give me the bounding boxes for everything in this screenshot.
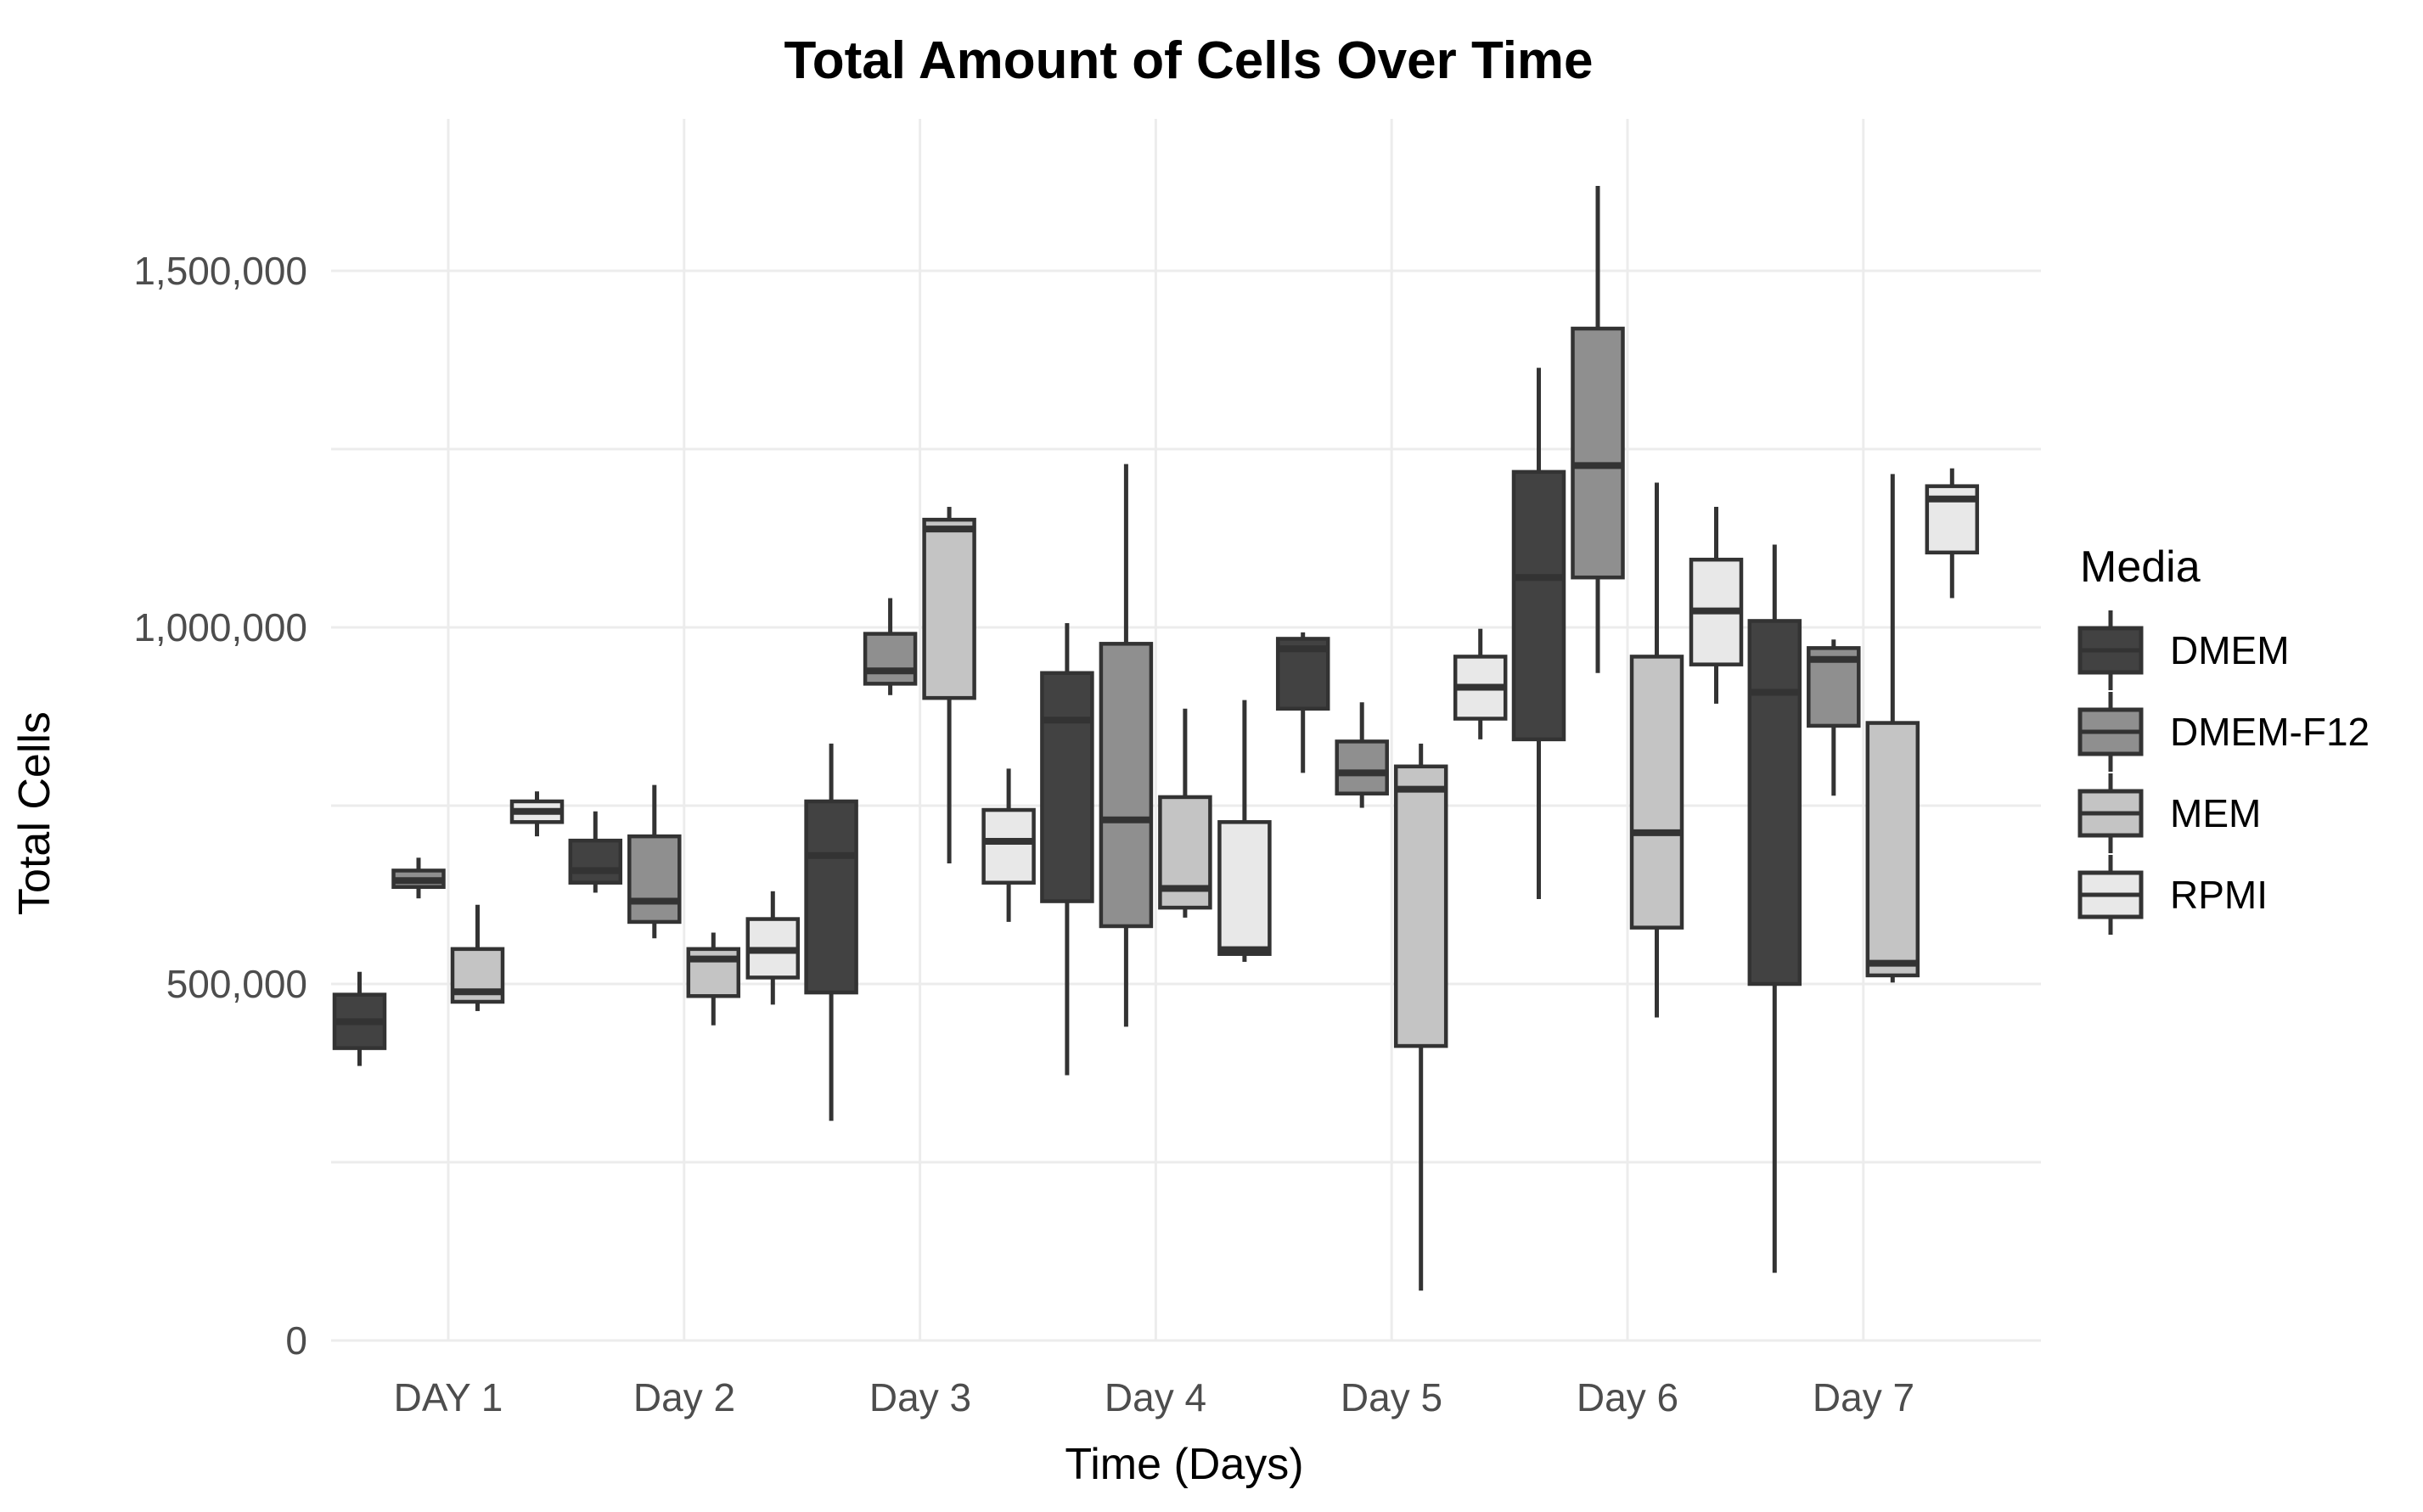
- box: [804, 799, 858, 995]
- y-axis-title: Total Cells: [10, 711, 59, 915]
- y-tick-label: 0: [285, 1318, 307, 1363]
- x-tick-label: DAY 1: [394, 1375, 503, 1419]
- box: [627, 834, 682, 925]
- series-dmem-f12: [391, 186, 1861, 1027]
- legend-item-rpmi: RPMI: [2077, 855, 2268, 935]
- series-dmem: [332, 368, 1802, 1273]
- box: [1217, 820, 1272, 956]
- x-tick-label: Day 3: [869, 1375, 971, 1419]
- x-tick-label: Day 7: [1813, 1375, 1914, 1419]
- y-axis-tick-labels: 0 500,000 1,000,000 1,500,000: [133, 249, 307, 1363]
- box: [981, 807, 1036, 885]
- box: [1040, 671, 1094, 903]
- box: [1865, 721, 1920, 978]
- legend-item-label: MEM: [2170, 791, 2261, 835]
- legend-item-mem: MEM: [2077, 773, 2261, 853]
- x-tick-label: Day 2: [633, 1375, 735, 1419]
- legend-item-dmem: DMEM: [2077, 610, 2290, 690]
- box: [1571, 326, 1625, 580]
- box: [1335, 739, 1389, 795]
- x-axis-title: Time (Days): [1065, 1440, 1303, 1489]
- y-tick-label: 500,000: [166, 962, 307, 1006]
- legend-item-dmem-f12: DMEM-F12: [2077, 692, 2370, 772]
- x-tick-label: Day 5: [1341, 1375, 1442, 1419]
- box: [1393, 764, 1448, 1048]
- gridlines: [331, 119, 2041, 1342]
- box: [1099, 642, 1154, 929]
- box: [1629, 655, 1684, 930]
- y-tick-label: 1,000,000: [133, 605, 307, 649]
- x-tick-label: Day 4: [1105, 1375, 1206, 1419]
- box: [863, 632, 918, 686]
- x-tick-label: Day 6: [1577, 1375, 1678, 1419]
- legend-title: Media: [2080, 542, 2201, 592]
- series-rpmi: [509, 468, 1980, 1005]
- y-tick-label: 1,500,000: [133, 249, 307, 293]
- x-axis-tick-labels: DAY 1 Day 2 Day 3 Day 4 Day 5 Day 6 Day …: [394, 1375, 1914, 1419]
- boxplot-layer: [332, 186, 1980, 1291]
- box: [922, 517, 976, 700]
- series-mem: [450, 474, 1920, 1291]
- legend-item-label: DMEM-F12: [2170, 710, 2370, 754]
- box: [1511, 469, 1566, 742]
- legend: Media DMEM DMEM-F12 MEM: [2077, 542, 2370, 935]
- box: [1747, 619, 1802, 986]
- box: [568, 838, 623, 885]
- legend-item-label: DMEM: [2170, 628, 2290, 672]
- chart-title: Total Amount of Cells Over Time: [784, 31, 1593, 90]
- legend-item-label: RPMI: [2170, 873, 2268, 917]
